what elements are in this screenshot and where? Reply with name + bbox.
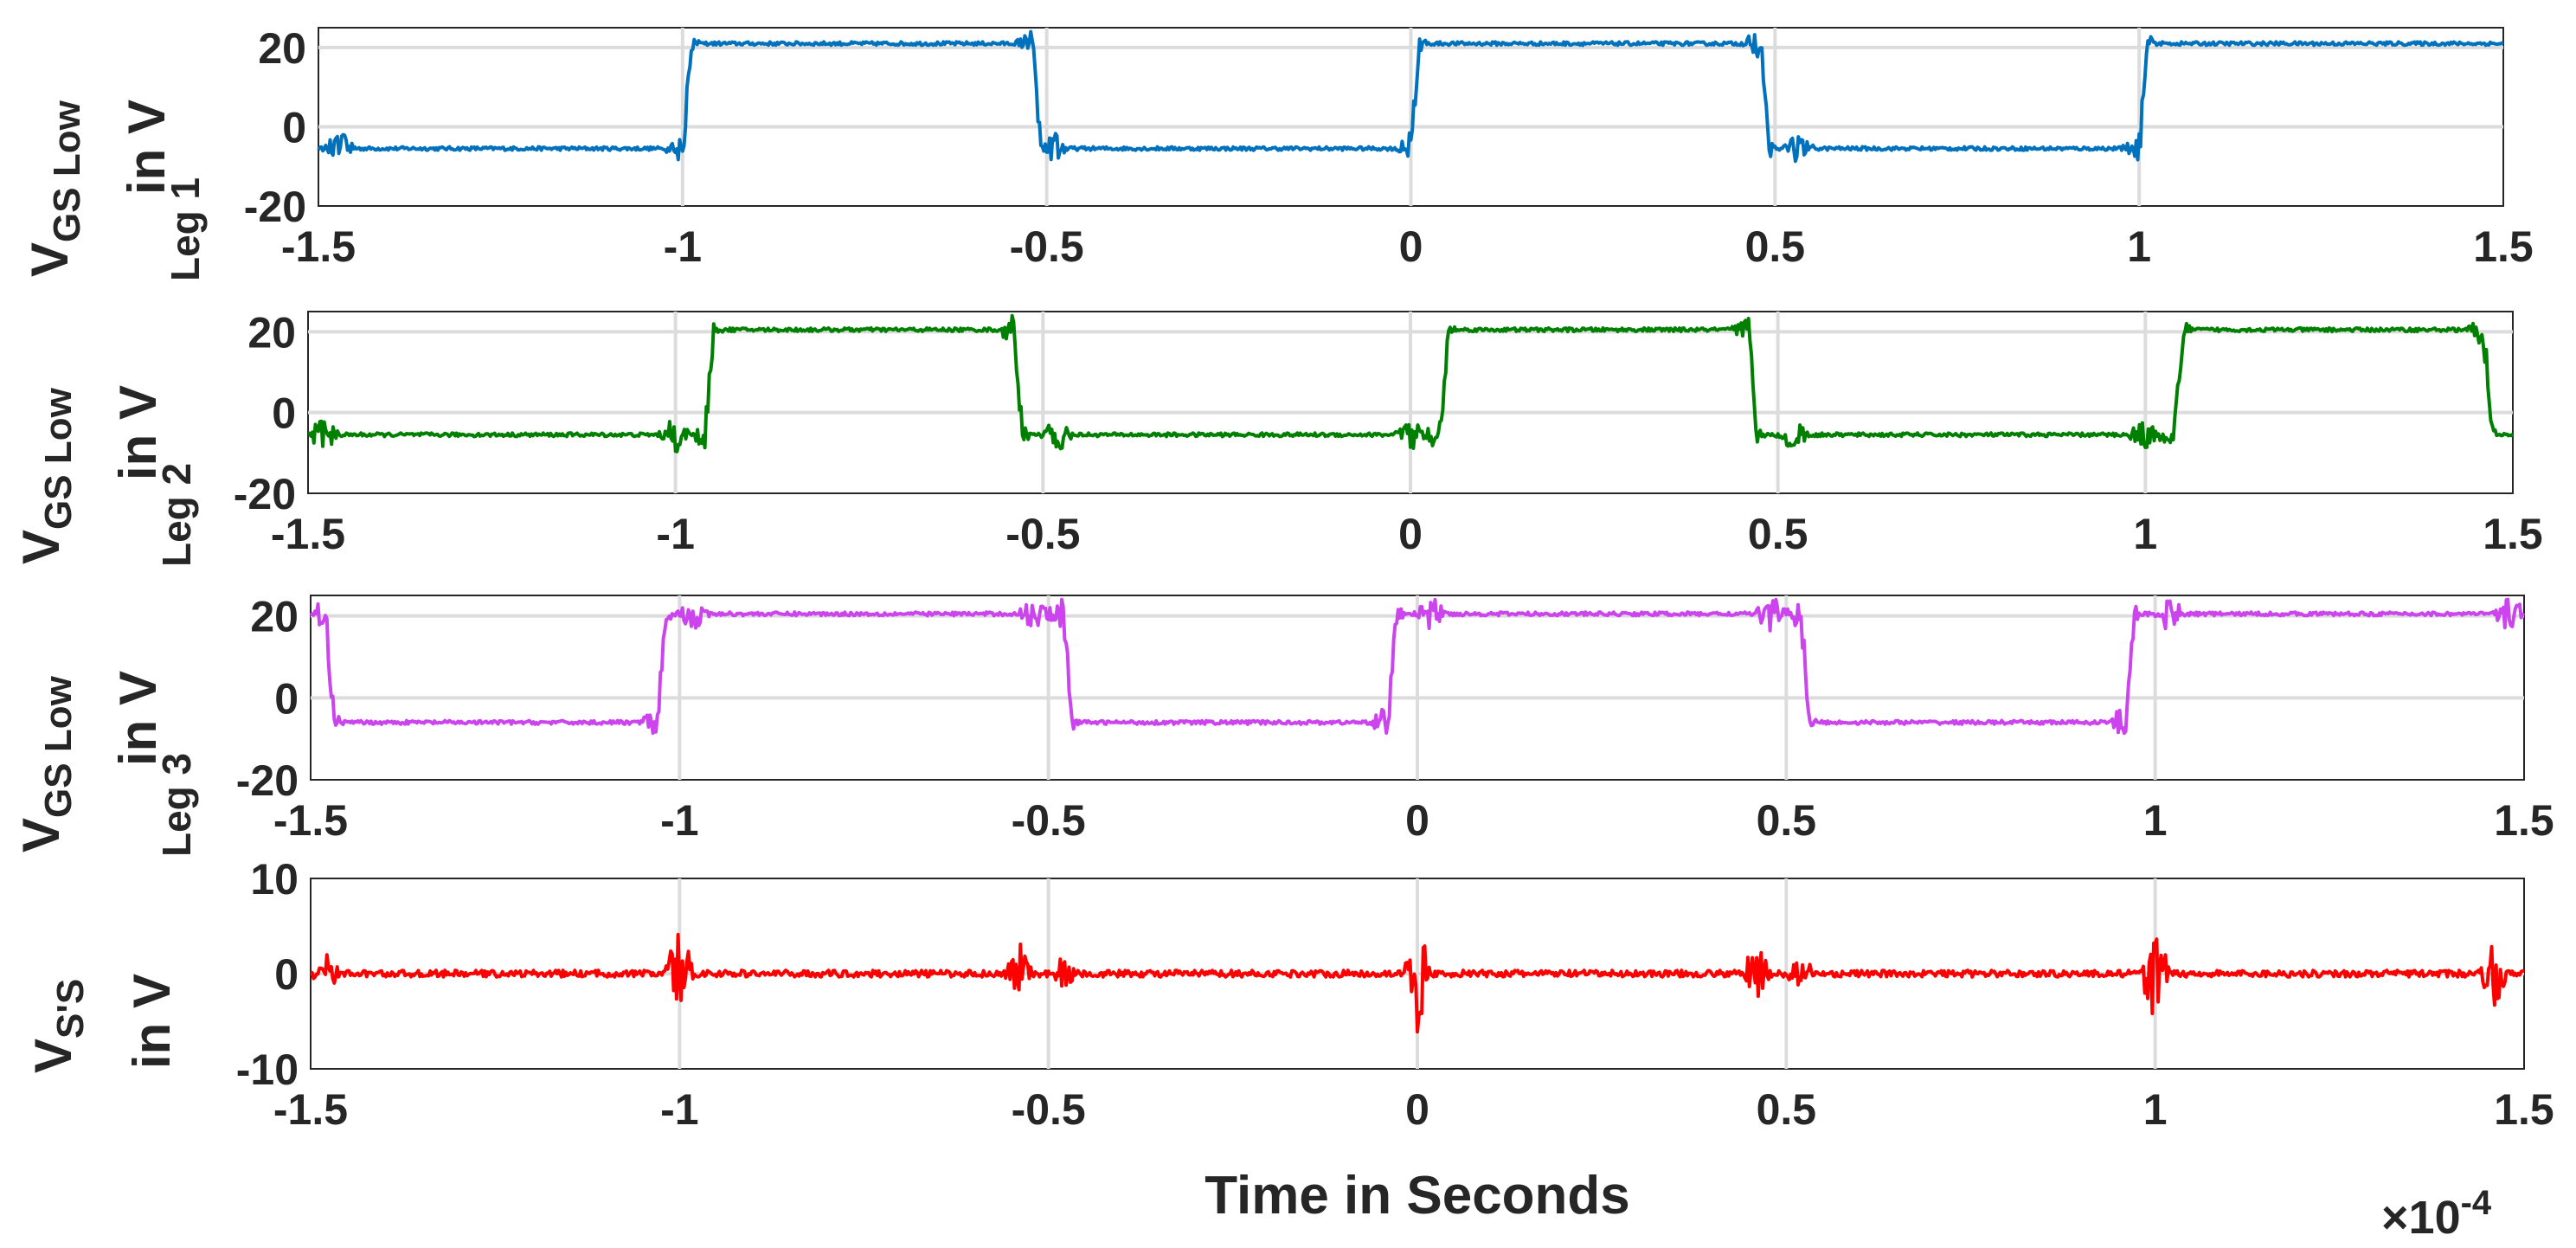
- xtick-label: -1.5: [271, 510, 345, 558]
- ytick-label: 10: [250, 855, 299, 904]
- xtick-label: 0.5: [1745, 222, 1806, 271]
- xtick-label: -0.5: [1012, 1085, 1086, 1134]
- xtick-label: 0.5: [1757, 796, 1817, 845]
- ylabel-main-leg3: VGS Low: [12, 675, 80, 852]
- xlabel: Time in Seconds: [1204, 1166, 1630, 1225]
- ylabel-main-leg1: VGS Low: [21, 100, 88, 277]
- xtick-label: 0: [1398, 510, 1423, 558]
- ylabel-vss: VS'S: [24, 979, 92, 1073]
- xticks-vss: -1.5 -1 -0.5 0 0.5 1 1.5: [273, 1085, 2554, 1134]
- yticks-leg1: -20 0 20: [244, 24, 306, 231]
- trace-vss: [310, 932, 2525, 1034]
- xtick-label: 0: [1399, 222, 1423, 271]
- panel-leg3: -20 0 20 -1.5 -1 -0.5 0 0.5 1 1.5 VGS Low in V L…: [12, 593, 2554, 857]
- ylabel-leg2: VGS Low: [12, 387, 80, 564]
- xtick-label: -0.5: [1012, 796, 1086, 845]
- trace-leg2: [307, 313, 2515, 454]
- panel-leg2: -20 0 20 -1.5 -1 -0.5 0 0.5 1 1.5 VGS Low in V L…: [12, 308, 2543, 567]
- x-multiplier: ×10-4: [2381, 1184, 2492, 1244]
- ylabel-leg-leg1: Leg 1: [163, 177, 208, 281]
- xticks-leg2: -1.5 -1 -0.5 0 0.5 1 1.5: [271, 510, 2543, 558]
- series-line: [317, 29, 2504, 164]
- xtick-label: -1.5: [273, 796, 348, 845]
- xtick-label: -1: [656, 510, 694, 558]
- ytick-label: 0: [274, 950, 299, 999]
- grid-leg2: [308, 312, 2513, 493]
- trace-leg3: [309, 597, 2526, 736]
- ytick-label: 0: [274, 674, 299, 723]
- xtick-label: 1.5: [2473, 222, 2534, 271]
- xtick-label: 1: [2143, 1085, 2168, 1134]
- xtick-label: 1.5: [2483, 510, 2543, 558]
- series-line: [310, 932, 2525, 1034]
- yticks-leg3: -20 0 20: [236, 593, 299, 805]
- ytick-label: 0: [282, 103, 306, 151]
- trace-leg1: [317, 29, 2504, 164]
- panel-leg1: -20 0 20 -1.5 -1 -0.5 0 0.5 1 1.5 VGS Low in V L…: [21, 24, 2534, 281]
- ytick-label: 0: [272, 389, 296, 438]
- ytick-label: 20: [250, 593, 299, 641]
- xtick-label: 0: [1405, 1085, 1429, 1134]
- xtick-label: 1.5: [2494, 796, 2554, 845]
- xtick-label: 1: [2143, 796, 2168, 845]
- ylabel-unit-leg3: in V: [109, 671, 167, 766]
- ytick-label: -20: [234, 470, 296, 518]
- xtick-label: -1: [664, 222, 702, 271]
- ytick-label: -20: [236, 756, 299, 805]
- yticks-vss: -10 0 10: [236, 855, 299, 1094]
- ylabel-main-vss: VS'S: [24, 979, 92, 1073]
- xtick-label: 0.5: [1748, 510, 1808, 558]
- panel-vss: -10 0 10 -1.5 -1 -0.5 0 0.5 1 1.5 VS'S in V: [24, 855, 2554, 1134]
- xtick-label: -1.5: [273, 1085, 348, 1134]
- series-line: [309, 597, 2526, 736]
- xticks-leg3: -1.5 -1 -0.5 0 0.5 1 1.5: [273, 796, 2554, 845]
- ylabel-main-leg2: VGS Low: [12, 387, 80, 564]
- ytick-label: 20: [258, 24, 306, 73]
- xticks-leg1: -1.5 -1 -0.5 0 0.5 1 1.5: [281, 222, 2534, 271]
- yticks-leg2: -20 0 20: [234, 308, 296, 518]
- ylabel-leg1: VGS Low: [21, 100, 88, 277]
- ylabel-unit-leg1: in V: [118, 100, 176, 195]
- ylabel-unit-leg2: in V: [109, 385, 167, 480]
- xtick-label: -1: [660, 1085, 698, 1134]
- ytick-label: -10: [236, 1045, 299, 1094]
- xtick-label: -1: [660, 796, 698, 845]
- xtick-label: -1.5: [281, 222, 356, 271]
- xtick-label: -0.5: [1010, 222, 1084, 271]
- ylabel-leg-leg3: Leg 3: [154, 753, 199, 857]
- xtick-label: 0.5: [1757, 1085, 1817, 1134]
- xtick-label: -0.5: [1005, 510, 1080, 558]
- ytick-label: 20: [247, 308, 296, 357]
- xtick-label: 1.5: [2494, 1085, 2554, 1134]
- ylabel-leg-leg2: Leg 2: [154, 463, 199, 567]
- ytick-label: -20: [244, 183, 306, 231]
- ylabel-leg3: VGS Low: [12, 675, 80, 852]
- xtick-label: 1: [2133, 510, 2157, 558]
- xtick-label: 1: [2127, 222, 2151, 271]
- xtick-label: 0: [1405, 796, 1429, 845]
- series-line: [307, 313, 2515, 454]
- ylabel-unit-vss: in V: [123, 974, 181, 1069]
